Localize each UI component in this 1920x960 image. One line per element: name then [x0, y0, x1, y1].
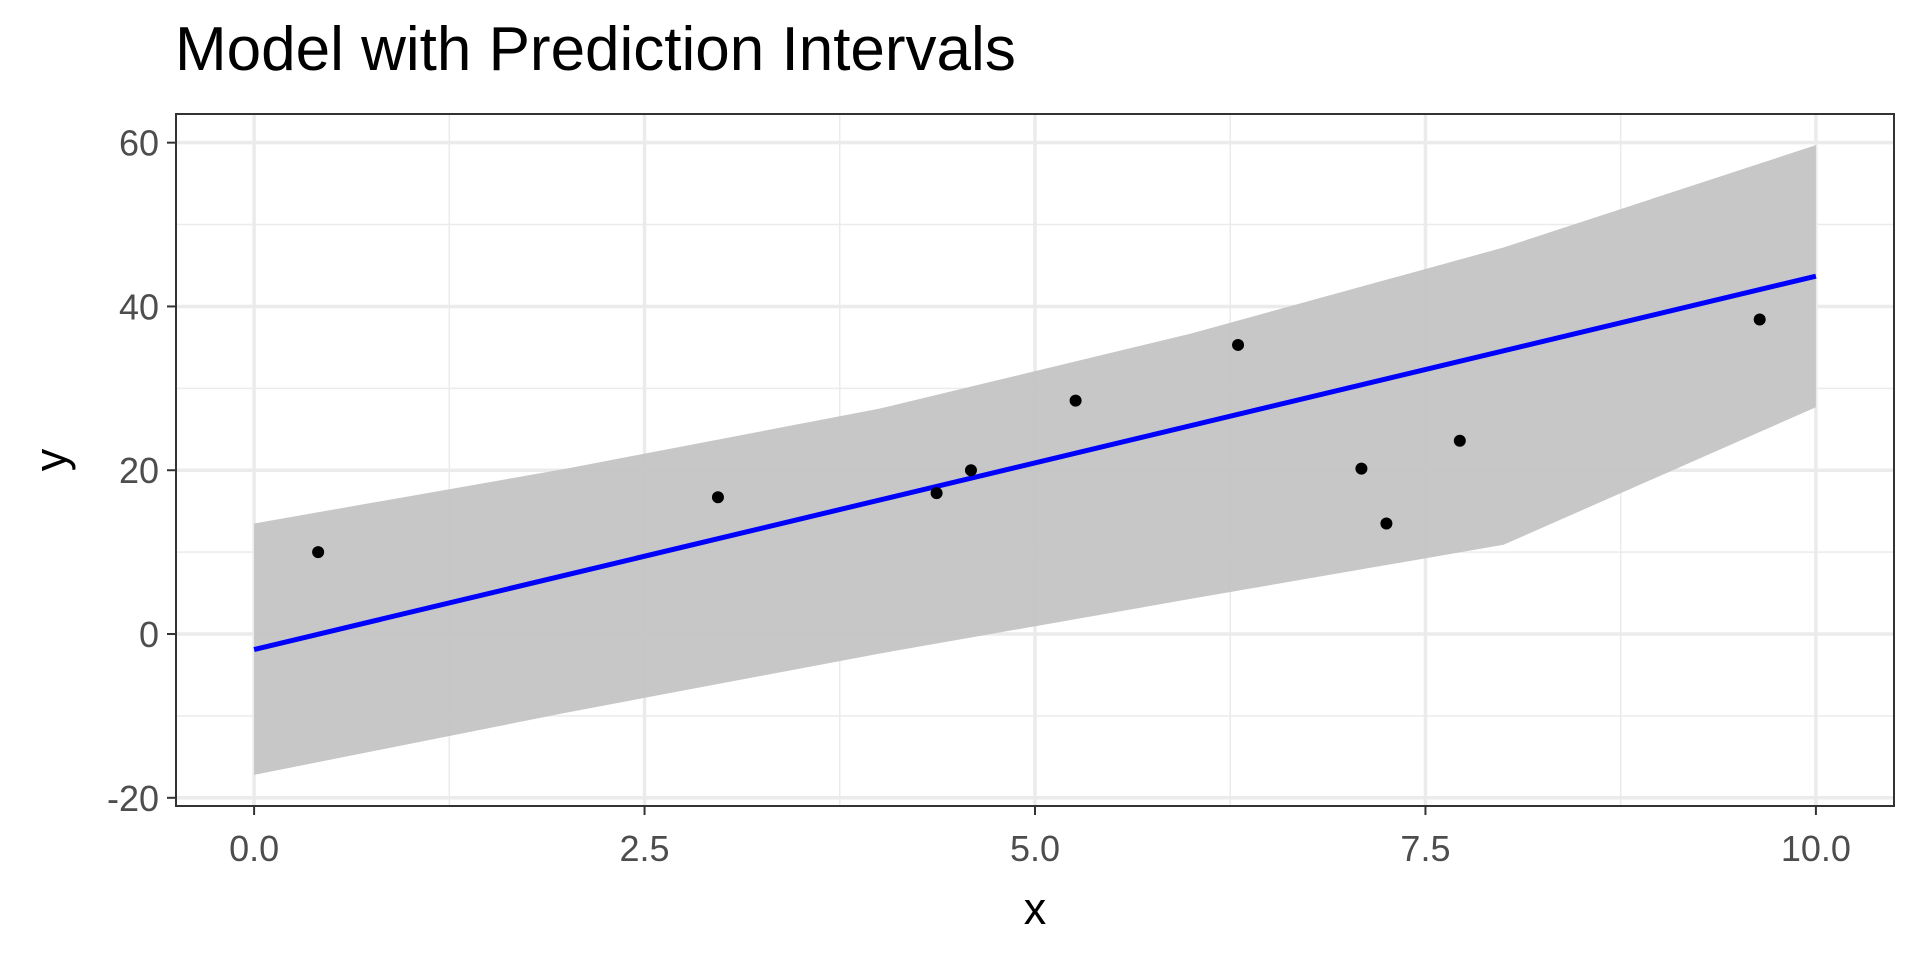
y-axis-title: y [25, 448, 76, 471]
prediction-interval-layer [254, 145, 1816, 775]
y-tick-label: 60 [119, 123, 159, 164]
data-point [930, 487, 943, 500]
x-axis-ticks: 0.0 2.5 5.0 7.5 10.0 [229, 806, 1851, 869]
fit-line [253, 273, 1817, 653]
data-point [1069, 394, 1082, 407]
y-tick-label: 40 [119, 286, 159, 327]
x-tick-label: 10.0 [1781, 828, 1851, 869]
x-tick-label: 2.5 [620, 828, 670, 869]
x-axis-title: x [1024, 883, 1047, 934]
data-point [312, 546, 325, 559]
data-point [1453, 434, 1466, 447]
x-tick-label: 5.0 [1010, 828, 1060, 869]
data-point [1753, 313, 1766, 326]
data-point [964, 464, 977, 477]
x-tick-label: 0.0 [229, 828, 279, 869]
y-tick-label: 20 [119, 450, 159, 491]
data-point [1232, 338, 1245, 351]
fit-line-layer [253, 273, 1817, 653]
x-tick-label: 7.5 [1400, 828, 1450, 869]
y-axis-ticks: -20 0 20 40 60 [107, 123, 176, 819]
chart-title: Model with Prediction Intervals [175, 15, 1016, 84]
y-tick-label: 0 [139, 614, 159, 655]
data-points [312, 313, 1766, 559]
data-point [1380, 517, 1393, 530]
prediction-interval-band [254, 145, 1816, 775]
data-point [1355, 462, 1368, 475]
data-point [711, 491, 724, 504]
y-tick-label: -20 [107, 778, 159, 819]
